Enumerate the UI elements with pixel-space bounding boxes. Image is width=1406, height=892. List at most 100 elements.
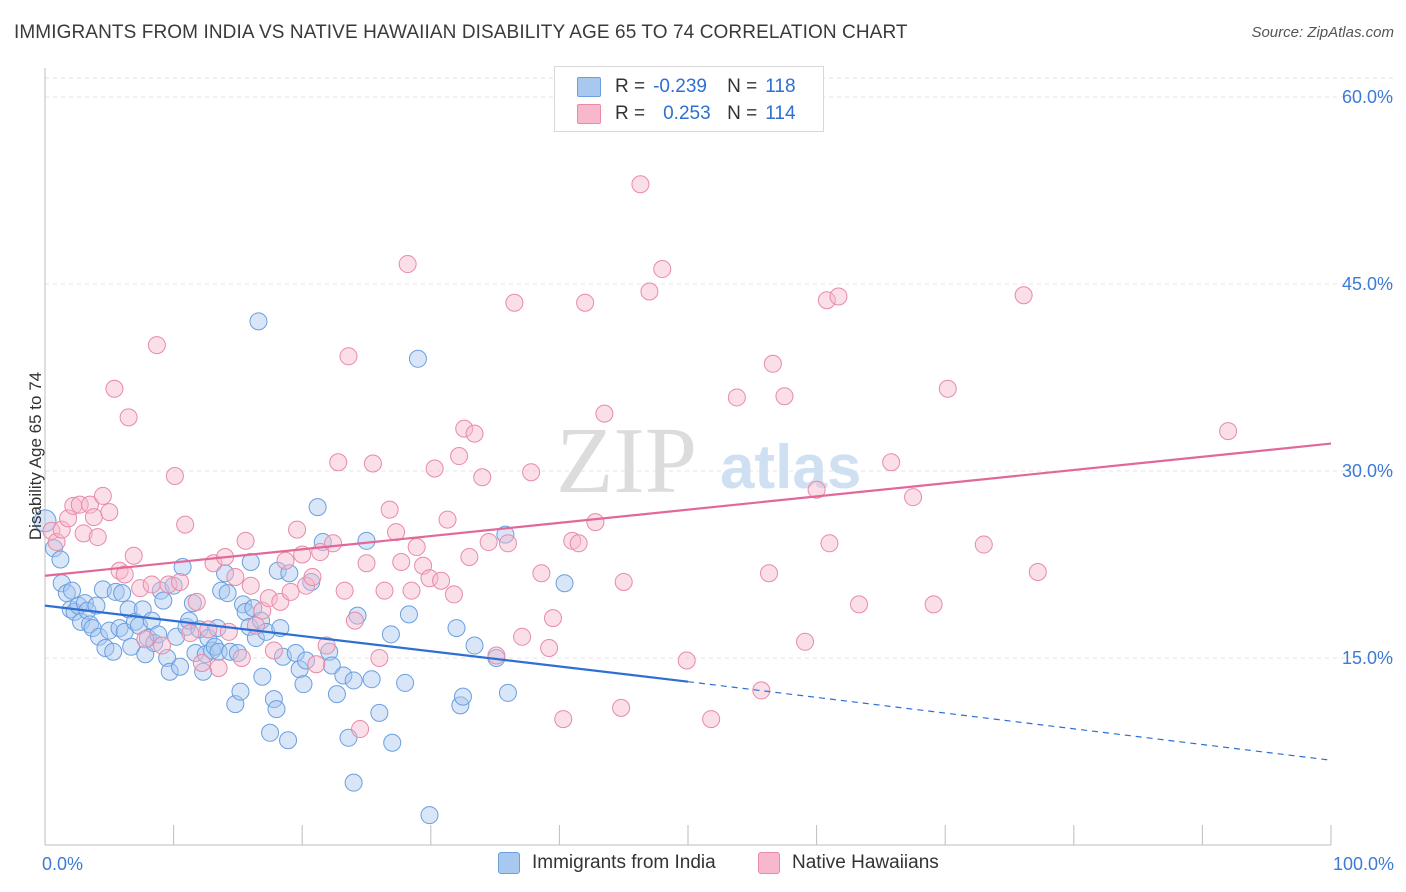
legend-n-label: N = — [727, 103, 758, 124]
data-point-hawaiian — [614, 572, 633, 591]
data-point-india — [252, 611, 271, 630]
data-point-hawaiian — [473, 468, 492, 487]
data-point-hawaiian — [543, 609, 562, 628]
data-point-hawaiian — [226, 567, 245, 586]
data-point-hawaiian — [324, 534, 343, 553]
data-point-hawaiian — [84, 508, 103, 527]
data-point-hawaiian — [487, 646, 506, 665]
data-point-hawaiian — [335, 581, 354, 600]
data-point-india — [396, 673, 415, 692]
data-point-hawaiian — [505, 293, 524, 312]
data-point-hawaiian — [882, 453, 901, 472]
data-point-india — [90, 627, 109, 646]
data-point-india — [51, 550, 70, 569]
data-point-hawaiian — [498, 534, 517, 553]
data-point-hawaiian — [93, 486, 112, 505]
data-point-hawaiian — [438, 510, 457, 529]
data-point-hawaiian — [165, 466, 184, 485]
data-point-india — [555, 574, 574, 593]
data-point-hawaiian — [1028, 562, 1047, 581]
data-point-india — [221, 642, 240, 661]
data-point-hawaiian — [420, 569, 439, 588]
data-point-hawaiian — [375, 581, 394, 600]
data-point-hawaiian — [444, 585, 463, 604]
data-point-hawaiian — [153, 636, 172, 655]
data-point-india — [408, 349, 427, 368]
data-point-hawaiian — [727, 388, 746, 407]
data-point-hawaiian — [569, 534, 588, 553]
legend-row-hawaiian: R = 0.253 N = 114 — [577, 102, 796, 126]
legend-r-label: R = — [615, 76, 646, 97]
data-point-india — [234, 595, 253, 614]
data-point-india — [113, 584, 132, 603]
data-point-india — [344, 773, 363, 792]
trend-line-hawaiian — [44, 442, 1332, 577]
data-point-hawaiian — [52, 520, 71, 539]
data-point-hawaiian — [775, 387, 794, 406]
data-point-india — [327, 685, 346, 704]
data-point-hawaiian — [432, 571, 451, 590]
data-point-india — [498, 683, 517, 702]
data-point-hawaiian — [850, 595, 869, 614]
data-point-india — [104, 642, 123, 661]
data-point-india — [75, 594, 94, 613]
data-point-hawaiian — [329, 453, 348, 472]
watermark: ZIP atlas — [556, 409, 861, 513]
data-point-india — [154, 591, 173, 610]
legend-row-india: R = -0.239 N = 118 — [577, 75, 796, 99]
data-point-hawaiian — [829, 287, 848, 306]
data-point-hawaiian — [192, 653, 211, 672]
data-point-hawaiian — [124, 546, 143, 565]
data-point-india — [297, 651, 316, 670]
legend-swatch-india — [498, 852, 520, 874]
y-tick-label: 45.0% — [1342, 274, 1393, 294]
watermark-zip: ZIP — [556, 409, 697, 513]
data-point-hawaiian — [479, 533, 498, 552]
data-point-hawaiian — [631, 175, 650, 194]
data-point-hawaiian — [288, 520, 307, 539]
data-point-hawaiian — [351, 720, 370, 739]
legend-n-label: N = — [727, 76, 758, 97]
data-point-india — [231, 682, 250, 701]
data-point-hawaiian — [339, 347, 358, 366]
data-point-hawaiian — [974, 535, 993, 554]
data-point-india — [63, 581, 82, 600]
data-point-india — [122, 637, 141, 656]
data-point-hawaiian — [236, 531, 255, 550]
legend-item-hawaiian: Native Hawaiians — [758, 852, 939, 874]
data-point-india — [106, 582, 125, 601]
data-point-hawaiian — [345, 611, 364, 630]
data-point-hawaiian — [159, 575, 178, 594]
legend-label-india: Immigrants from India — [532, 852, 716, 873]
y-axis-label: Disability Age 65 to 74 — [26, 371, 45, 541]
data-point-hawaiian — [595, 404, 614, 423]
data-point-india — [357, 531, 376, 550]
data-point-hawaiian — [402, 581, 421, 600]
data-point-hawaiian — [407, 538, 426, 557]
legend-r-value-india: -0.239 — [653, 76, 707, 97]
data-point-india — [87, 596, 106, 615]
data-point-india — [383, 733, 402, 752]
data-point-hawaiian — [513, 627, 532, 646]
data-point-hawaiian — [88, 528, 107, 547]
data-point-hawaiian — [357, 554, 376, 573]
data-point-hawaiian — [904, 488, 923, 507]
data-point-hawaiian — [303, 567, 322, 586]
data-point-india — [465, 636, 484, 655]
data-point-india — [261, 723, 280, 742]
data-point-hawaiian — [760, 564, 779, 583]
data-point-india — [322, 656, 341, 675]
data-point-india — [249, 312, 268, 331]
data-point-india — [268, 561, 287, 580]
data-point-hawaiian — [425, 459, 444, 478]
data-point-hawaiian — [807, 480, 826, 499]
data-point-india — [216, 564, 235, 583]
data-point-hawaiian — [465, 424, 484, 443]
chart-title: IMMIGRANTS FROM INDIA VS NATIVE HAWAIIAN… — [14, 22, 908, 43]
data-point-india — [381, 625, 400, 644]
correlation-legend: R = -0.239 N = 118 R = 0.253 N = 114 — [554, 66, 824, 132]
data-point-india — [334, 666, 353, 685]
data-point-hawaiian — [677, 651, 696, 670]
data-point-hawaiian — [281, 582, 300, 601]
